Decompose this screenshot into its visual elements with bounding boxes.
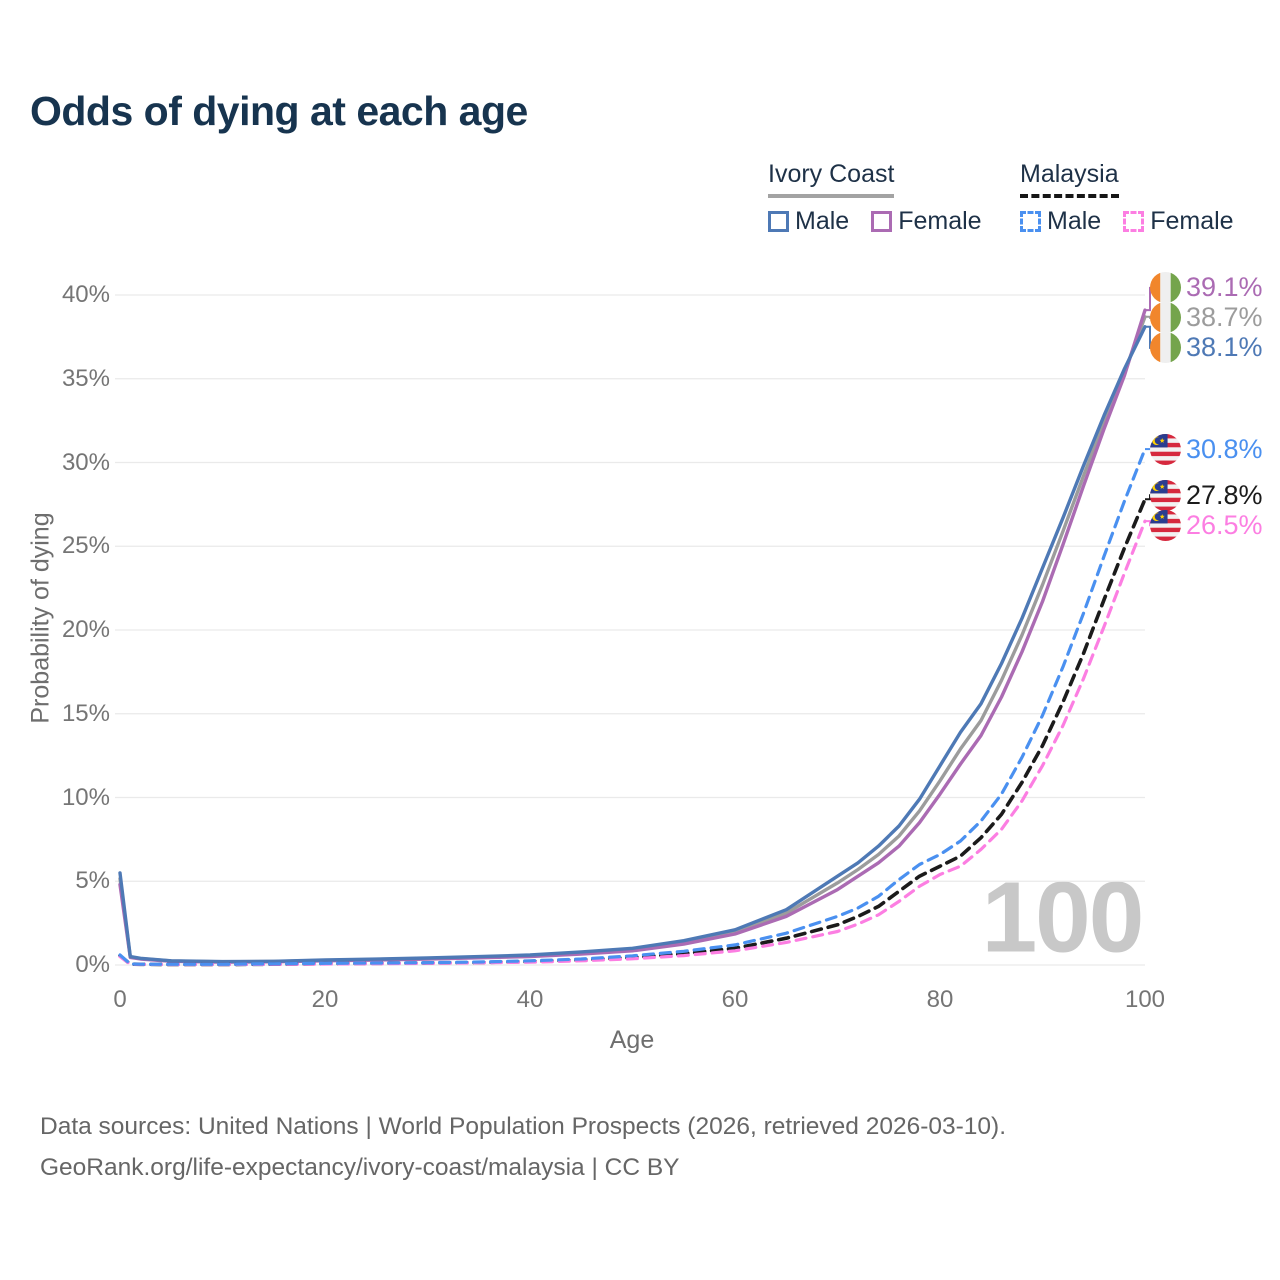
legend-country-ivory-coast: Ivory Coast — [768, 160, 895, 198]
end-label-value: 38.7% — [1186, 302, 1263, 333]
end-label-malaysia-both: 27.8% — [1150, 479, 1263, 511]
checkbox-malaysia-male[interactable] — [1020, 211, 1041, 232]
end-label-value: 38.1% — [1186, 332, 1263, 363]
end-label-value: 30.8% — [1186, 433, 1263, 464]
legend-item-malaysia-male[interactable]: Male — [1020, 207, 1101, 236]
end-label-value: 26.5% — [1186, 509, 1263, 540]
y-tick-label: 15% — [61, 699, 110, 727]
checkbox-malaysia-female[interactable] — [1123, 211, 1145, 232]
legend-item-ivory-coast-female[interactable]: Female — [871, 207, 982, 236]
checkbox-ivory-coast-female[interactable] — [871, 211, 893, 232]
legend-label-female: Female — [898, 207, 982, 235]
ivory-coast-flag-icon — [1150, 302, 1181, 334]
y-tick-label: 0% — [75, 951, 110, 978]
legend-label-male: Male — [795, 207, 850, 235]
y-tick-label: 25% — [61, 532, 110, 560]
x-tick-label: 100 — [1124, 986, 1166, 1013]
x-axis-title: Age — [609, 1026, 655, 1054]
y-tick-label: 10% — [61, 783, 110, 811]
legend-label-male: Male — [1047, 207, 1102, 235]
x-tick-label: 60 — [721, 986, 749, 1013]
x-tick-label: 20 — [311, 986, 339, 1013]
end-label-value: 27.8% — [1186, 479, 1263, 510]
ivory-coast-flag-icon — [1150, 272, 1181, 304]
page-title: Odds of dying at each age — [30, 88, 528, 134]
series-line-malaysia-male — [118, 447, 1147, 966]
y-tick-label: 5% — [75, 867, 110, 895]
series-line-ivory-coast-male — [118, 325, 1147, 964]
series-line-malaysia-both — [118, 497, 1147, 967]
legend-group-malaysia: Malaysia Male Female — [1020, 160, 1250, 236]
series-line-ivory-coast-both — [118, 315, 1147, 964]
end-label-malaysia-female: 26.5% — [1150, 509, 1263, 541]
end-label-value: 39.1% — [1186, 272, 1263, 303]
malaysia-flag-icon — [1150, 433, 1181, 465]
legend-item-ivory-coast-male[interactable]: Male — [768, 207, 849, 236]
malaysia-flag-icon — [1150, 479, 1181, 511]
end-label-ivory-coast-male: 38.1% — [1150, 332, 1263, 364]
y-tick-label: 40% — [61, 281, 110, 308]
series-line-malaysia-female — [118, 519, 1147, 967]
x-tick-label: 0 — [113, 986, 127, 1013]
legend-group-ivory-coast: Ivory Coast Male Female — [768, 160, 998, 236]
series-line-ivory-coast-female — [118, 308, 1147, 964]
footer-attribution: Data sources: United Nations | World Pop… — [40, 1106, 1006, 1188]
legend-country-malaysia: Malaysia — [1020, 160, 1119, 198]
end-label-ivory-coast-both: 38.7% — [1150, 302, 1263, 334]
x-tick-label: 40 — [516, 986, 544, 1013]
chart-watermark: 100 — [981, 861, 1145, 974]
end-label-ivory-coast-female: 39.1% — [1150, 272, 1263, 304]
malaysia-flag-icon — [1150, 509, 1181, 541]
y-tick-label: 30% — [61, 448, 110, 476]
legend-label-female: Female — [1150, 207, 1234, 235]
legend-item-malaysia-female[interactable]: Female — [1123, 207, 1234, 236]
ivory-coast-flag-icon — [1150, 332, 1181, 364]
checkbox-ivory-coast-male[interactable] — [768, 211, 789, 232]
y-axis-title: Probability of dying — [26, 512, 55, 724]
footer-data-sources: Data sources: United Nations | World Pop… — [40, 1113, 1007, 1140]
x-tick-label: 80 — [926, 986, 954, 1013]
y-tick-label: 35% — [61, 364, 110, 392]
end-label-malaysia-male: 30.8% — [1150, 433, 1263, 465]
footer-license: GeoRank.org/life-expectancy/ivory-coast/… — [40, 1154, 680, 1181]
y-tick-label: 20% — [61, 616, 110, 643]
